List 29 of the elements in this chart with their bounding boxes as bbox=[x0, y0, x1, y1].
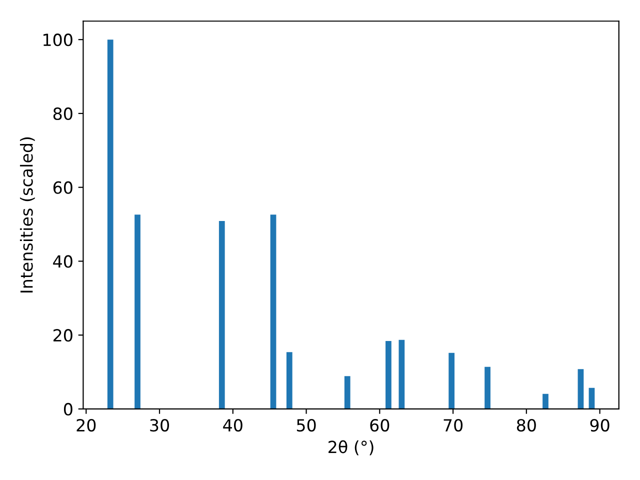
bar bbox=[344, 376, 350, 409]
y-tick-label: 80 bbox=[53, 107, 72, 120]
y-axis-title: Intensities (scaled) bbox=[20, 137, 35, 292]
bar bbox=[218, 220, 225, 409]
x-tick-label: 60 bbox=[370, 418, 390, 432]
x-tick-label: 70 bbox=[444, 418, 463, 432]
x-tick-label: 90 bbox=[590, 418, 610, 432]
y-tick-label: 60 bbox=[53, 181, 72, 194]
bar bbox=[386, 340, 392, 409]
y-tick-label: 0 bbox=[64, 402, 72, 416]
x-tick-label: 50 bbox=[296, 418, 316, 432]
x-axis-title: 2θ (°) bbox=[328, 440, 374, 456]
y-tick-label: 100 bbox=[43, 34, 72, 46]
bar bbox=[398, 340, 405, 409]
x-tick-label: 30 bbox=[150, 418, 170, 432]
x-tick-label: 20 bbox=[76, 418, 96, 432]
bar bbox=[134, 214, 140, 409]
y-tick-label: 40 bbox=[53, 255, 72, 268]
bar bbox=[107, 40, 114, 409]
x-tick-label: 40 bbox=[223, 418, 242, 432]
bar bbox=[542, 394, 548, 409]
bar bbox=[578, 369, 584, 409]
bar bbox=[588, 388, 595, 409]
bar bbox=[448, 352, 455, 409]
x-tick-label: 80 bbox=[516, 418, 536, 432]
bar bbox=[484, 366, 490, 409]
bar bbox=[270, 214, 276, 409]
y-tick-label: 20 bbox=[53, 329, 72, 342]
bar bbox=[286, 352, 292, 409]
